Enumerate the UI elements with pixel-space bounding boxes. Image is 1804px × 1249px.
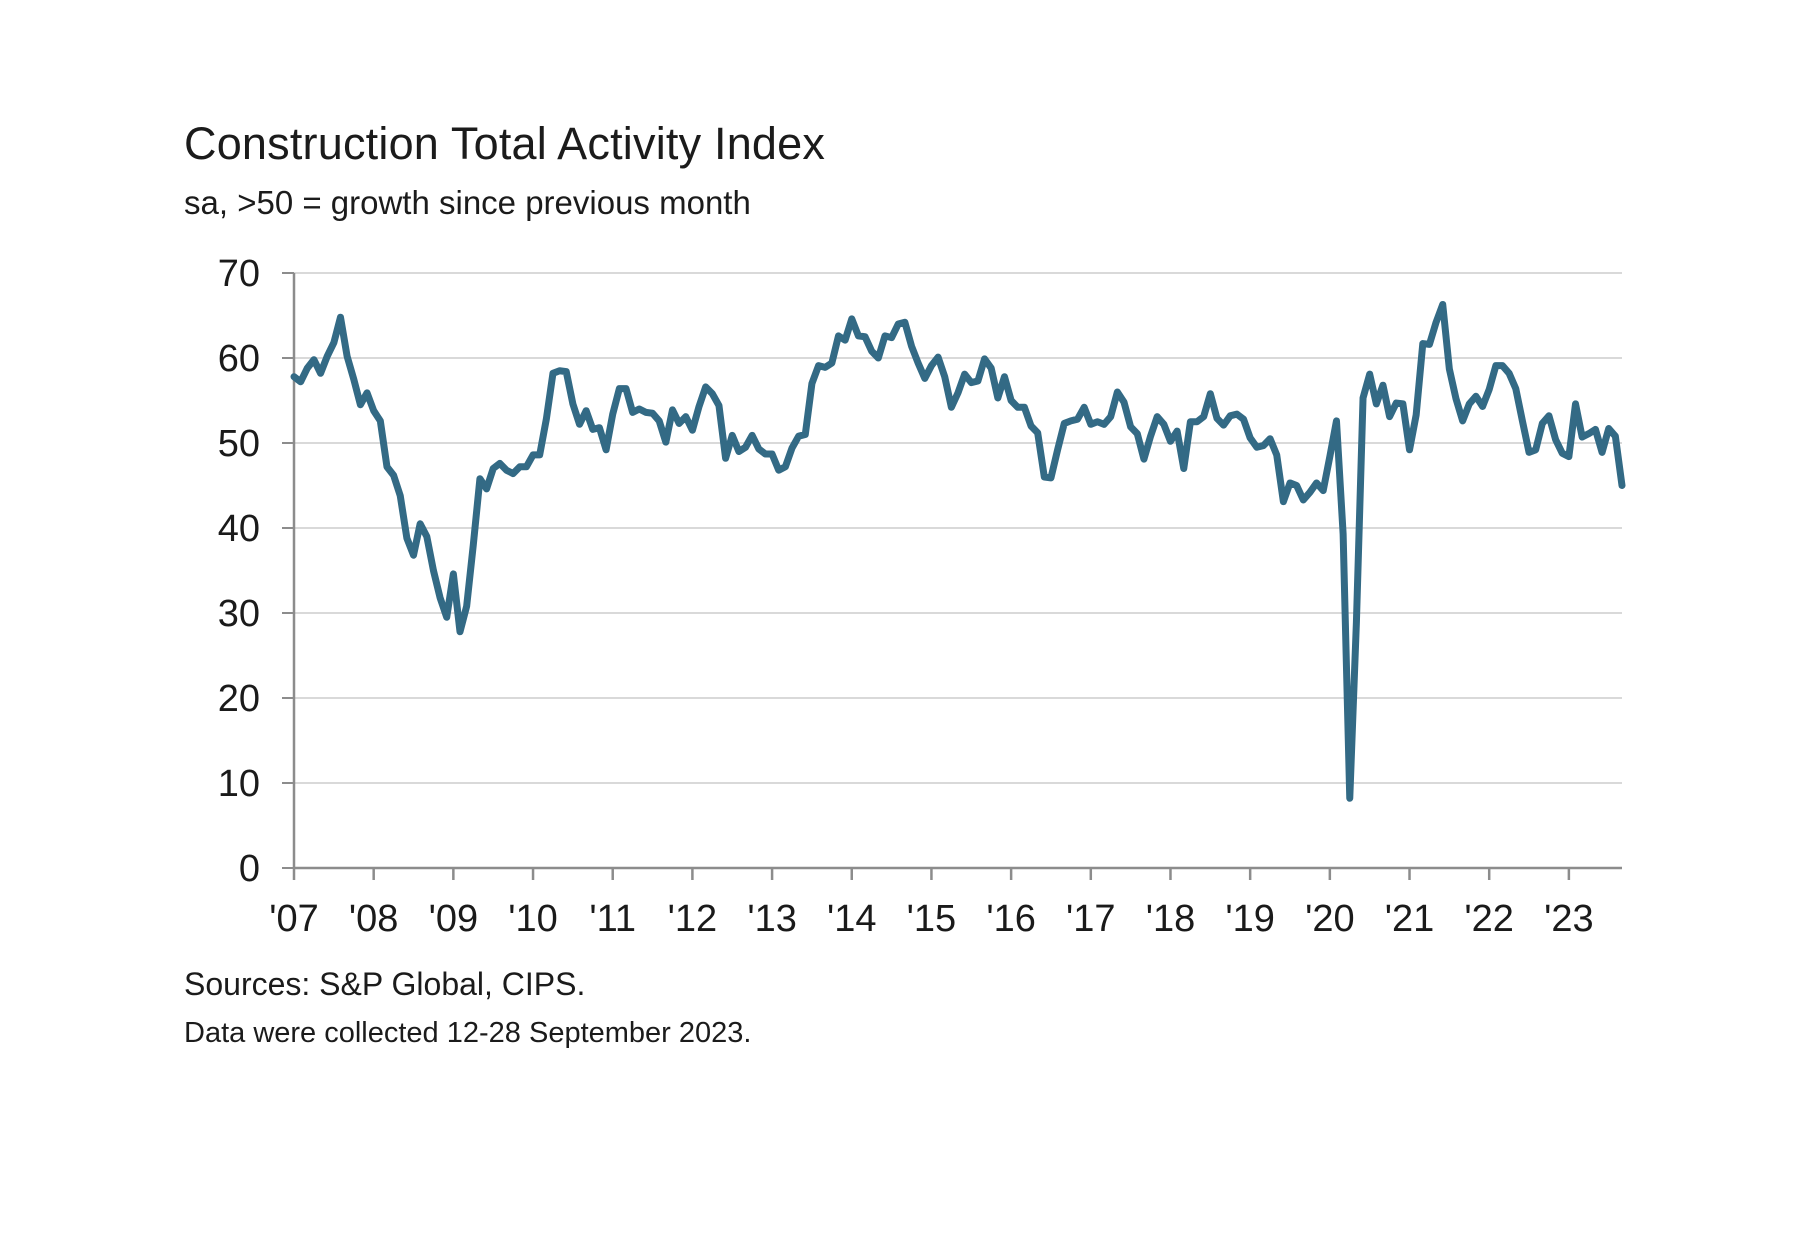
x-tick-label: '14 [827, 898, 877, 940]
x-tick-label: '12 [668, 898, 718, 940]
y-tick-label: 20 [218, 678, 260, 720]
y-tick-label: 60 [218, 338, 260, 380]
series-lines [290, 300, 1626, 802]
x-tick-label: '15 [907, 898, 957, 940]
x-tick-label: '16 [986, 898, 1036, 940]
x-tick-label: '20 [1305, 898, 1355, 940]
x-tick-label: '13 [747, 898, 797, 940]
series-line-0 [290, 300, 1626, 802]
x-tick-label: '08 [349, 898, 399, 940]
x-tick-label: '09 [429, 898, 479, 940]
y-tick-labels: 0 10 20 30 40 50 60 70 [218, 253, 260, 890]
y-tick-label: 70 [218, 253, 260, 295]
x-tick-label: '11 [589, 898, 636, 940]
y-tick-label: 0 [239, 848, 260, 890]
x-tick-label: '23 [1544, 898, 1594, 940]
x-tick-labels: '07 '08 '09 '10 '11 '12 '13 '14 '15 '16 '17 '18 '19 '… [269, 898, 1593, 940]
y-tick-label: 40 [218, 508, 260, 550]
grid-lines [294, 272, 1622, 784]
collection-note: Data were collected 12-28 September 2023… [184, 1017, 752, 1049]
x-tick-label: '22 [1464, 898, 1514, 940]
source-note: Sources: S&P Global, CIPS. [184, 966, 586, 1002]
x-tick-label: '17 [1066, 898, 1116, 940]
x-tick-label: '19 [1225, 898, 1275, 940]
chart-subtitle: sa, >50 = growth since previous month [184, 184, 751, 221]
x-tick-label: '21 [1385, 898, 1435, 940]
chart-title: Construction Total Activity Index [184, 118, 826, 169]
axes [282, 272, 1622, 880]
x-tick-label: '07 [269, 898, 319, 940]
y-tick-label: 10 [218, 763, 260, 805]
y-tick-label: 30 [218, 593, 260, 635]
x-tick-label: '10 [508, 898, 558, 940]
y-tick-label: 50 [218, 423, 260, 465]
x-tick-label: '18 [1146, 898, 1196, 940]
